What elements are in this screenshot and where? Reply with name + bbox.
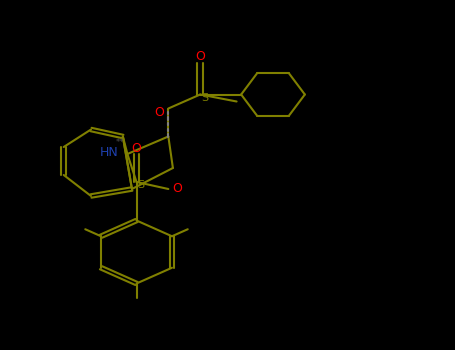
Text: O: O [154,105,164,119]
Text: S: S [201,93,208,103]
Text: HN: HN [100,146,119,159]
Text: O: O [172,182,182,196]
Text: O: O [131,142,142,155]
Text: O: O [195,49,205,63]
Text: S: S [137,181,145,190]
Text: **: ** [116,138,125,147]
